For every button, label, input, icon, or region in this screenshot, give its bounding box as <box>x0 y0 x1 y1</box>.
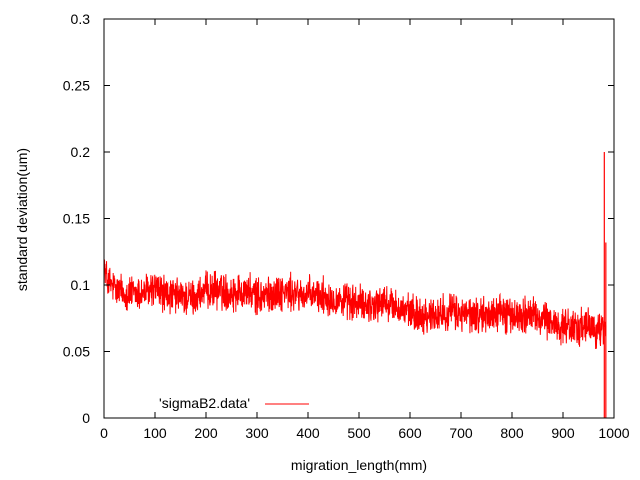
x-tick-label: 0 <box>100 425 108 441</box>
x-tick-label: 700 <box>449 425 473 441</box>
tick-label-layer: 0 100 200 300 400 500 600 700 800 900 1000 0 0.05 0.1… <box>63 11 630 441</box>
x-tick-label: 500 <box>347 425 371 441</box>
tick-layer <box>103 18 615 419</box>
x-tick-label: 200 <box>194 425 218 441</box>
x-tick-label: 800 <box>500 425 524 441</box>
x-tick-label: 100 <box>143 425 167 441</box>
x-tick-label: 900 <box>551 425 575 441</box>
x-tick-label: 1000 <box>598 425 629 441</box>
data-series-line <box>103 259 607 350</box>
y-tick-label: 0.15 <box>63 211 90 227</box>
y-tick-label: 0.1 <box>71 277 91 293</box>
y-axis-label: standard deviation(um) <box>14 148 30 291</box>
y-tick-label: 0.05 <box>63 344 90 360</box>
y-tick-label: 0 <box>82 410 90 426</box>
y-tick-label: 0.3 <box>71 11 91 27</box>
legend-label: 'sigmaB2.data' <box>159 395 250 411</box>
y-tick-label: 0.25 <box>63 78 90 94</box>
x-tick-label: 600 <box>398 425 422 441</box>
x-tick-label: 300 <box>245 425 269 441</box>
y-tick-label: 0.2 <box>71 144 91 160</box>
plot-frame <box>103 18 615 419</box>
legend: 'sigmaB2.data' <box>159 395 309 411</box>
series-layer <box>103 152 607 418</box>
x-axis-label: migration_length(mm) <box>291 457 427 473</box>
x-tick-label: 400 <box>296 425 320 441</box>
